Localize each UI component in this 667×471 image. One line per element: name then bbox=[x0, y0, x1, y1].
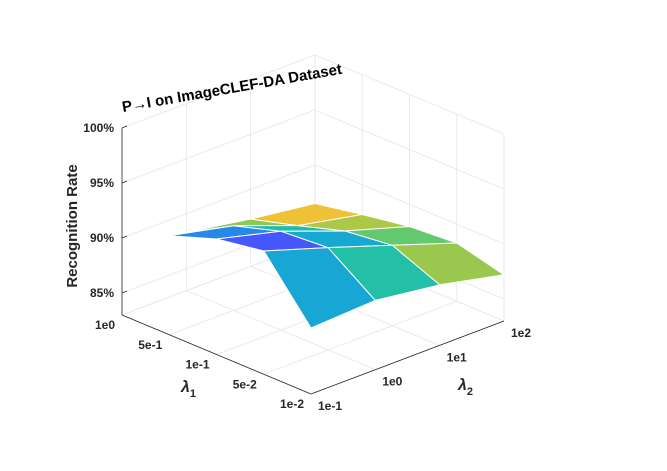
surface-patch bbox=[391, 242, 506, 286]
z-tick-label: 95% bbox=[90, 176, 114, 190]
y-tick-label: 1e2 bbox=[511, 326, 531, 340]
z-tick-mark bbox=[121, 125, 128, 129]
grid-line bbox=[121, 164, 316, 239]
x-axis-line bbox=[121, 314, 312, 395]
y-tick-label: 1e1 bbox=[447, 350, 467, 364]
z-tick-label: 90% bbox=[90, 231, 114, 245]
grid-line bbox=[186, 290, 376, 371]
x-tick-label: 1e-1 bbox=[185, 358, 209, 372]
grid-line bbox=[263, 300, 457, 375]
z-tick-mark bbox=[121, 180, 128, 184]
z-tick-mark bbox=[121, 290, 128, 294]
grid-line bbox=[314, 54, 505, 135]
y-axis-label: λ2 bbox=[457, 377, 473, 398]
surface-plot bbox=[121, 202, 506, 329]
y-axis-line bbox=[310, 320, 505, 395]
chart-title: P→I on ImageCLEF-DA Dataset bbox=[121, 61, 343, 116]
z-tick-mark bbox=[121, 235, 128, 239]
y-tick-label: 1e0 bbox=[382, 375, 402, 389]
grid-line bbox=[314, 164, 505, 245]
grid-line bbox=[314, 109, 505, 190]
z-tick-label: 100% bbox=[83, 121, 114, 135]
x-tick-label: 1e0 bbox=[95, 318, 115, 332]
axes: 85% 90% 95% 100% 1e0 5e-1 1e-1 5e-2 1e-2 1e-1 1e0 1… bbox=[83, 121, 531, 413]
z-axis-label: Recognition Rate bbox=[64, 164, 81, 287]
grid-line bbox=[121, 109, 316, 184]
x-tick-label: 5e-2 bbox=[233, 377, 257, 391]
x-axis-label: λ1 bbox=[180, 379, 196, 400]
y-tick-label: 1e-1 bbox=[318, 399, 342, 413]
z-tick-label: 85% bbox=[90, 286, 114, 300]
x-tick-label: 5e-1 bbox=[138, 338, 162, 352]
grid-line bbox=[121, 54, 316, 129]
x-tick-label: 1e-2 bbox=[280, 397, 304, 411]
